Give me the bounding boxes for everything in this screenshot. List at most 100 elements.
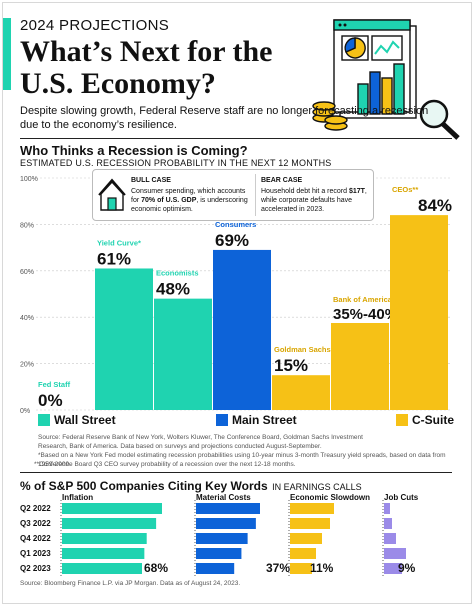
legend-label: Main Street [232, 413, 297, 427]
quarter-label: Q1 2023 [20, 549, 51, 558]
economy-illustration-icon [312, 19, 460, 140]
bar-value-label: 84% [418, 196, 452, 215]
bear-case-title: BEAR CASE [261, 177, 303, 184]
legend-label: Wall Street [54, 413, 116, 427]
bull-case: BULL CASE Consumer spending, which accou… [131, 176, 251, 214]
y-tick-label: 60% [20, 269, 34, 276]
inflation-value: 68% [144, 561, 169, 575]
quarter-label: Q2 2022 [20, 504, 51, 513]
keyword-bar [290, 563, 312, 574]
section-subtitle: ESTIMATED U.S. RECESSION PROBABILITY IN … [20, 158, 332, 168]
bull-case-highlight: 70% of U.S. GDP [141, 197, 197, 204]
y-tick-label: 0% [20, 408, 30, 413]
series-title: Material Costs [196, 493, 251, 502]
chart-source: Source: Federal Reserve Bank of New York… [38, 434, 363, 450]
material-costs-value: 37% [266, 561, 291, 575]
keyword-bar [62, 518, 157, 529]
keyword-bar [384, 518, 392, 529]
keyword-bar [290, 503, 334, 514]
bar-category-label: Yield Curve* [97, 238, 141, 247]
legend-wall-street: Wall Street [38, 413, 116, 427]
bar [95, 268, 153, 410]
keywords-source: Source: Bloomberg Finance L.P. via JP Mo… [20, 580, 241, 587]
legend-main-street: Main Street [216, 413, 297, 427]
legend-label: C-Suite [412, 413, 454, 427]
y-tick-label: 100% [20, 176, 38, 183]
bull-case-text-end: , is underscoring economic optimism. [131, 197, 248, 213]
bull-case-text: Consumer spending, which accounts for [131, 188, 246, 204]
chart-note-2: **Conference Board Q3 CEO survey probabi… [34, 461, 296, 468]
headline: What’s Next for the U.S. Economy? [20, 35, 273, 100]
bear-case-highlight: $17T [348, 188, 365, 195]
quarter-label: Q4 2022 [20, 534, 51, 543]
bar-value-label: 15% [274, 356, 308, 375]
bar-value-label: 69% [215, 231, 249, 250]
bar-value-label: 61% [97, 249, 131, 268]
keyword-bar [196, 503, 260, 514]
accent-bar [3, 18, 11, 90]
keyword-bar [384, 533, 396, 544]
keyword-bar [196, 518, 256, 529]
quarter-label: Q3 2022 [20, 519, 51, 528]
recession-chart: 0% 20% 40% 60% 80% 100% 0% Fed Staff 61% Yield Cu… [20, 176, 452, 413]
keyword-bar [384, 548, 406, 559]
slowdown-value: 11% [310, 561, 334, 575]
keyword-bar [384, 503, 390, 514]
bar-category-label: Economists [156, 269, 199, 278]
keyword-bar [62, 503, 162, 514]
keyword-bar [196, 563, 235, 574]
bar-category-label: Bank of America [333, 295, 393, 304]
keyword-bar [62, 533, 147, 544]
kicker: 2024 PROJECTIONS [20, 17, 170, 34]
keywords-title-main: % of S&P 500 Companies Citing Key Words [20, 479, 268, 493]
bar-category-label: Consumers [215, 220, 256, 229]
y-tick-label: 40% [20, 315, 34, 322]
keyword-bar [384, 563, 402, 574]
bar-category-label: CEOs** [392, 185, 418, 194]
keyword-bar [196, 533, 248, 544]
keywords-chart [60, 500, 406, 576]
bar-value-label: 48% [156, 280, 190, 299]
bar-category-label: Goldman Sachs [274, 345, 331, 354]
bar-category-label: Fed Staff [38, 380, 71, 389]
section-rule [20, 472, 452, 473]
chart-note-1: *Based on a New York Fed model estimatin… [38, 452, 446, 468]
keywords-title-suffix: IN EARNINGS CALLS [272, 482, 362, 492]
dek-text: Despite slowing growth, Federal Reserve … [20, 105, 429, 131]
series-title: Economic Slowdown [290, 493, 371, 502]
keyword-bar [62, 548, 145, 559]
keyword-bar [290, 518, 330, 529]
y-tick-label: 20% [20, 362, 34, 369]
bear-case-text: Household debt hit a record [261, 188, 349, 195]
quarter-label: Q2 2023 [20, 564, 51, 573]
keywords-title: % of S&P 500 Companies Citing Key Words … [20, 477, 362, 495]
bear-case: BEAR CASE Household debt hit a record $1… [261, 176, 369, 214]
keyword-bar [196, 548, 242, 559]
keyword-bar [290, 533, 322, 544]
section-title: Who Thinks a Recession is Coming? [20, 143, 248, 158]
legend-c-suite: C-Suite [396, 413, 454, 427]
bar [390, 215, 448, 410]
legend-swatch [216, 414, 228, 426]
legend-swatch [396, 414, 408, 426]
bar-value-label: 35%-40% [333, 306, 398, 323]
bear-case-text-end: , while corporate defaults have accelera… [261, 188, 367, 213]
case-divider [255, 174, 256, 216]
keyword-bar [290, 548, 316, 559]
series-title: Job Cuts [384, 493, 419, 502]
bar [272, 375, 330, 410]
y-tick-label: 80% [20, 222, 34, 229]
series-title: Inflation [62, 493, 94, 502]
section-rule [20, 138, 452, 139]
house-icon [98, 178, 126, 211]
bar-value-label: 0% [38, 391, 63, 410]
bar [213, 249, 271, 410]
bar [154, 298, 212, 410]
legend-swatch [38, 414, 50, 426]
bar [331, 323, 389, 410]
bull-case-title: BULL CASE [131, 177, 171, 184]
case-boxes: BULL CASE Consumer spending, which accou… [92, 169, 374, 221]
keyword-bar [62, 563, 142, 574]
job-cuts-value: 9% [398, 561, 416, 575]
